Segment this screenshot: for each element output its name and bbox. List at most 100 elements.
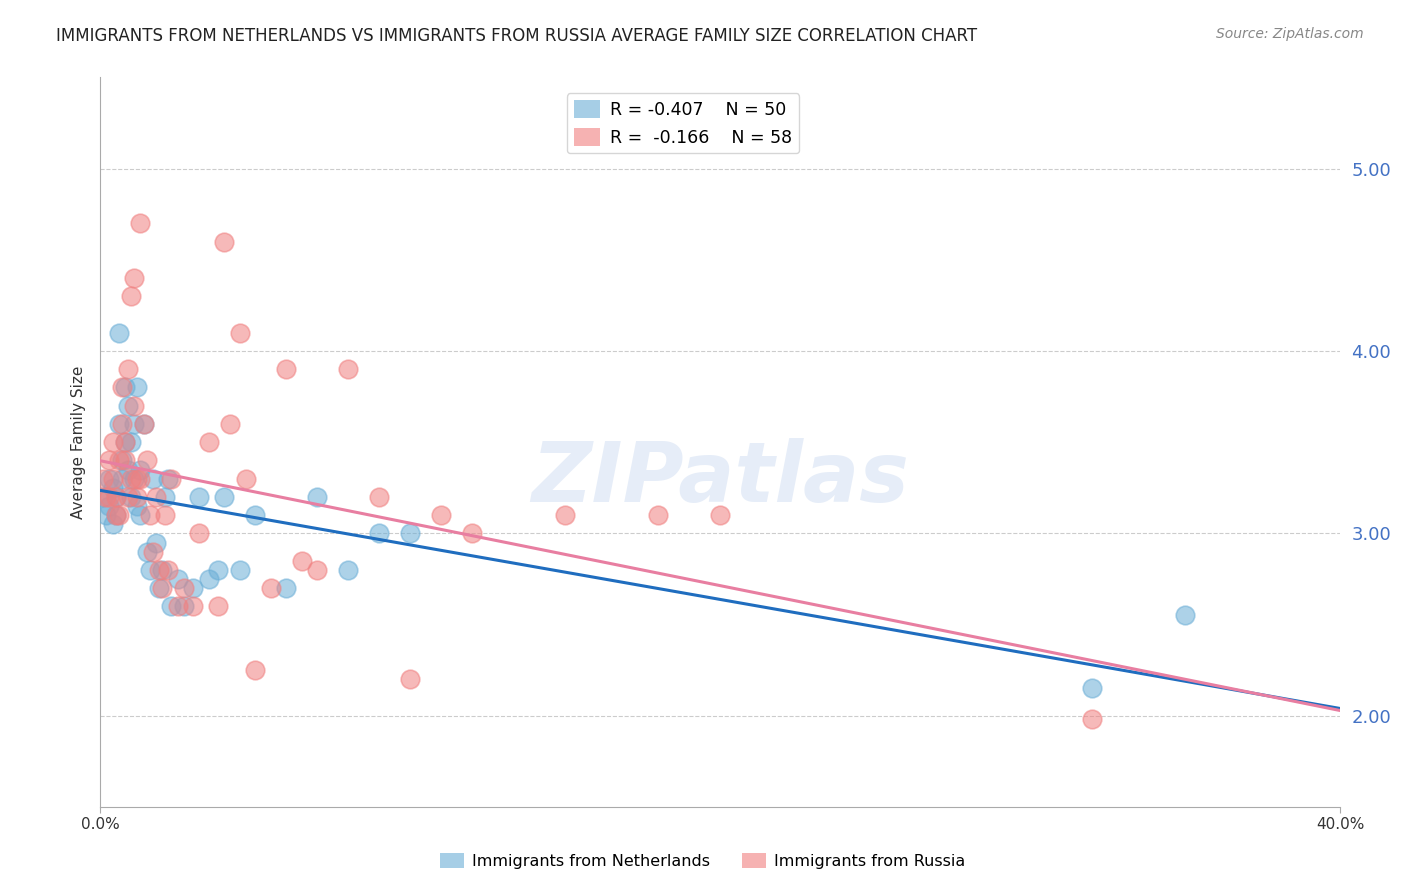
Point bbox=[111, 417, 134, 431]
Point bbox=[368, 490, 391, 504]
Point bbox=[122, 399, 145, 413]
Point bbox=[117, 399, 139, 413]
Point bbox=[107, 453, 129, 467]
Point bbox=[197, 435, 219, 450]
Point bbox=[117, 490, 139, 504]
Point bbox=[243, 508, 266, 523]
Point bbox=[554, 508, 576, 523]
Point bbox=[120, 490, 142, 504]
Point bbox=[104, 490, 127, 504]
Point bbox=[188, 490, 211, 504]
Point bbox=[461, 526, 484, 541]
Point bbox=[145, 490, 167, 504]
Point bbox=[155, 508, 177, 523]
Text: IMMIGRANTS FROM NETHERLANDS VS IMMIGRANTS FROM RUSSIA AVERAGE FAMILY SIZE CORREL: IMMIGRANTS FROM NETHERLANDS VS IMMIGRANT… bbox=[56, 27, 977, 45]
Point bbox=[98, 499, 121, 513]
Point bbox=[107, 326, 129, 340]
Point bbox=[181, 581, 204, 595]
Point bbox=[101, 472, 124, 486]
Point bbox=[101, 435, 124, 450]
Point bbox=[104, 508, 127, 523]
Point bbox=[127, 490, 149, 504]
Point bbox=[114, 435, 136, 450]
Point bbox=[138, 508, 160, 523]
Point bbox=[132, 417, 155, 431]
Point bbox=[117, 362, 139, 376]
Point bbox=[117, 462, 139, 476]
Point bbox=[114, 453, 136, 467]
Point bbox=[127, 499, 149, 513]
Point bbox=[291, 554, 314, 568]
Point bbox=[111, 453, 134, 467]
Point bbox=[399, 673, 422, 687]
Point bbox=[259, 581, 281, 595]
Point bbox=[96, 490, 118, 504]
Point bbox=[135, 544, 157, 558]
Point bbox=[150, 563, 173, 577]
Point bbox=[173, 599, 195, 614]
Point bbox=[219, 417, 242, 431]
Legend: Immigrants from Netherlands, Immigrants from Russia: Immigrants from Netherlands, Immigrants … bbox=[434, 847, 972, 875]
Point bbox=[166, 572, 188, 586]
Point bbox=[276, 581, 298, 595]
Point bbox=[148, 563, 170, 577]
Point bbox=[337, 563, 360, 577]
Point bbox=[127, 472, 149, 486]
Point bbox=[120, 435, 142, 450]
Point bbox=[160, 599, 183, 614]
Point bbox=[276, 362, 298, 376]
Text: ZIPatlas: ZIPatlas bbox=[531, 438, 910, 519]
Point bbox=[647, 508, 669, 523]
Point bbox=[129, 462, 152, 476]
Point bbox=[173, 581, 195, 595]
Point bbox=[120, 289, 142, 303]
Point bbox=[235, 472, 257, 486]
Y-axis label: Average Family Size: Average Family Size bbox=[72, 366, 86, 519]
Point bbox=[1081, 681, 1104, 696]
Point bbox=[307, 563, 329, 577]
Point bbox=[98, 453, 121, 467]
Point bbox=[1081, 713, 1104, 727]
Point bbox=[122, 271, 145, 285]
Point bbox=[709, 508, 731, 523]
Point bbox=[243, 663, 266, 677]
Point bbox=[129, 216, 152, 230]
Point bbox=[148, 581, 170, 595]
Point bbox=[181, 599, 204, 614]
Point bbox=[96, 508, 118, 523]
Text: Source: ZipAtlas.com: Source: ZipAtlas.com bbox=[1216, 27, 1364, 41]
Point bbox=[157, 563, 180, 577]
Point bbox=[91, 472, 114, 486]
Point bbox=[166, 599, 188, 614]
Point bbox=[98, 472, 121, 486]
Point bbox=[98, 490, 121, 504]
Point bbox=[127, 380, 149, 394]
Point bbox=[129, 472, 152, 486]
Point bbox=[107, 417, 129, 431]
Point bbox=[155, 490, 177, 504]
Point bbox=[1174, 608, 1197, 623]
Point bbox=[122, 472, 145, 486]
Point bbox=[101, 517, 124, 532]
Point bbox=[142, 472, 165, 486]
Point bbox=[114, 435, 136, 450]
Point bbox=[212, 490, 235, 504]
Point bbox=[101, 481, 124, 495]
Point bbox=[120, 472, 142, 486]
Point bbox=[111, 380, 134, 394]
Point bbox=[157, 472, 180, 486]
Point bbox=[132, 417, 155, 431]
Point bbox=[114, 380, 136, 394]
Point bbox=[307, 490, 329, 504]
Point bbox=[207, 599, 229, 614]
Point bbox=[430, 508, 453, 523]
Point bbox=[399, 526, 422, 541]
Point bbox=[160, 472, 183, 486]
Point bbox=[91, 490, 114, 504]
Point bbox=[142, 544, 165, 558]
Point bbox=[135, 453, 157, 467]
Point bbox=[207, 563, 229, 577]
Point bbox=[111, 472, 134, 486]
Point bbox=[145, 535, 167, 549]
Point bbox=[188, 526, 211, 541]
